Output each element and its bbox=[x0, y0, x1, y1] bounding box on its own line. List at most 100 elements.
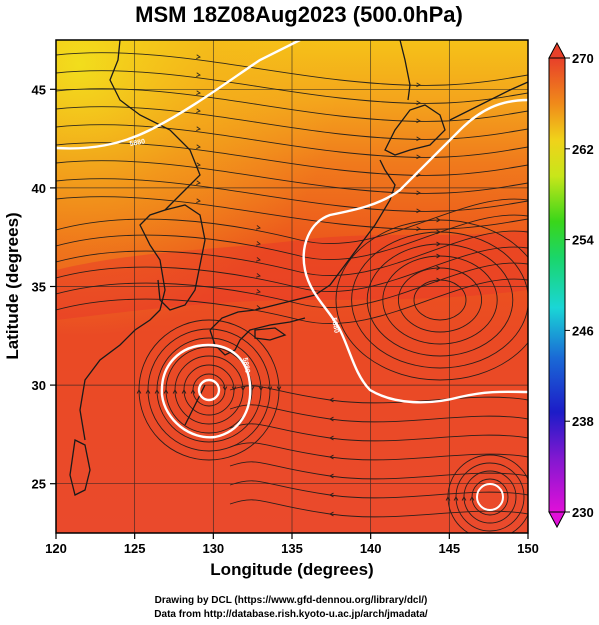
streamline-arrow bbox=[276, 386, 282, 391]
x-tick-label: 150 bbox=[517, 541, 539, 556]
streamline bbox=[56, 52, 528, 86]
colorbar-top-arrow bbox=[548, 41, 566, 59]
x-axis-ticks: 120 125 130 135 140 145 150 bbox=[45, 533, 539, 556]
y-axis-title: Latitude (degrees) bbox=[3, 212, 22, 359]
streamline-arrow bbox=[231, 386, 237, 391]
streamline-arrow bbox=[416, 118, 421, 124]
streamline-arrow bbox=[181, 389, 187, 394]
streamline-arrow bbox=[329, 416, 334, 422]
contour-label: 5880 bbox=[330, 317, 340, 334]
streamline-arrow bbox=[196, 198, 201, 203]
streamline-arrow bbox=[222, 386, 228, 391]
streamline bbox=[56, 178, 528, 212]
streamline bbox=[56, 70, 528, 104]
colorbar-tick-label: 270 bbox=[572, 51, 594, 66]
colorbar-tick-label: 246 bbox=[572, 323, 594, 338]
height-contours bbox=[56, 40, 528, 511]
contour-5880-typhoon-outer bbox=[160, 343, 252, 439]
plot-area: 5880 5880 5880 bbox=[56, 40, 528, 533]
streamline-arrow bbox=[436, 241, 441, 247]
colorbar-tick-label: 238 bbox=[572, 414, 594, 429]
streamline-arrow bbox=[256, 273, 261, 278]
x-tick-label: 145 bbox=[438, 541, 460, 556]
streamline-arrow bbox=[256, 241, 261, 246]
streamline-arrow bbox=[258, 386, 264, 391]
streamline-arrow bbox=[416, 82, 421, 88]
streamline-arrow bbox=[196, 108, 201, 113]
streamline-arrow bbox=[196, 54, 201, 59]
streamline-arrow bbox=[436, 265, 441, 271]
streamline-arrow bbox=[196, 126, 201, 131]
streamline-arrow bbox=[329, 435, 334, 441]
streamline-arrow bbox=[329, 397, 334, 403]
streamline-arrow bbox=[436, 229, 441, 235]
streamline-arrow bbox=[256, 305, 261, 310]
streamline bbox=[56, 278, 528, 325]
y-axis-ticks: 25 30 35 40 45 bbox=[32, 82, 56, 492]
streamline bbox=[56, 198, 528, 245]
streamline bbox=[56, 230, 528, 277]
streamline-arrow bbox=[196, 90, 201, 95]
streamline-arrow bbox=[190, 389, 196, 394]
streamline-arrow bbox=[163, 389, 169, 394]
streamline bbox=[229, 385, 528, 404]
map-title: MSM 18Z08Aug2023 (500.0hPa) bbox=[135, 2, 463, 27]
contour-label: 5880 bbox=[241, 357, 251, 374]
streamline bbox=[56, 196, 528, 230]
x-tick-label: 135 bbox=[281, 541, 303, 556]
streamline-arrow bbox=[154, 389, 160, 394]
streamline bbox=[56, 142, 528, 176]
x-tick-label: 140 bbox=[360, 541, 382, 556]
y-tick-label: 40 bbox=[32, 181, 46, 196]
streamline-arrow bbox=[196, 144, 201, 149]
streamline bbox=[229, 480, 528, 499]
streamline-arrow bbox=[469, 496, 475, 501]
streamline bbox=[56, 106, 528, 140]
contour-typhoon-inner bbox=[197, 378, 221, 402]
streamline-arrow bbox=[453, 496, 459, 501]
streamline-arrow bbox=[436, 277, 441, 283]
streamline-arrow bbox=[267, 386, 273, 391]
streamline-arrow bbox=[416, 208, 421, 214]
contour-5880-north bbox=[56, 40, 301, 150]
streamline bbox=[229, 423, 528, 442]
contour-5880-east bbox=[302, 98, 528, 404]
colorbar-tick-label: 230 bbox=[572, 505, 594, 520]
streamline-arrow bbox=[416, 226, 421, 232]
streamline-arrow bbox=[145, 389, 151, 394]
x-axis-title: Longitude (degrees) bbox=[210, 560, 373, 579]
streamline-arrow bbox=[329, 454, 334, 460]
streamline-arrow bbox=[416, 136, 421, 142]
streamline-arrow bbox=[329, 492, 334, 498]
colorbar-tick-label: 262 bbox=[572, 142, 594, 157]
credit-line-1: Drawing by DCL (https://www.gfd-dennou.o… bbox=[155, 595, 428, 606]
streamline-arrow bbox=[136, 389, 142, 394]
streamline-arrow bbox=[416, 154, 421, 160]
streamline-arrow bbox=[172, 389, 178, 394]
x-tick-label: 120 bbox=[45, 541, 67, 556]
streamline bbox=[56, 246, 528, 293]
streamline-arrow bbox=[416, 190, 421, 196]
streamline bbox=[56, 214, 528, 261]
y-tick-label: 25 bbox=[32, 477, 46, 492]
streamline-arrow bbox=[436, 217, 441, 223]
streamline bbox=[56, 160, 528, 194]
streamline-arrow bbox=[329, 511, 334, 517]
lat-lon-grid bbox=[56, 40, 528, 533]
streamline bbox=[56, 124, 528, 158]
colorbar-bottom-arrow bbox=[548, 511, 566, 529]
streamline-arrow bbox=[196, 162, 201, 167]
streamline bbox=[229, 461, 528, 480]
streamline bbox=[229, 442, 528, 461]
colorbar-gradient bbox=[548, 57, 566, 513]
contour-labels: 5880 5880 5880 bbox=[129, 138, 340, 373]
streamline-arrow bbox=[256, 257, 261, 262]
streamline-arrow bbox=[196, 180, 201, 185]
streamline-arrow bbox=[256, 289, 261, 294]
x-tick-label: 125 bbox=[124, 541, 146, 556]
colorbar-ticks: 270 262 254 246 238 230 bbox=[565, 51, 594, 520]
streamline bbox=[229, 499, 528, 518]
streamline bbox=[56, 262, 528, 309]
streamline bbox=[229, 404, 528, 423]
